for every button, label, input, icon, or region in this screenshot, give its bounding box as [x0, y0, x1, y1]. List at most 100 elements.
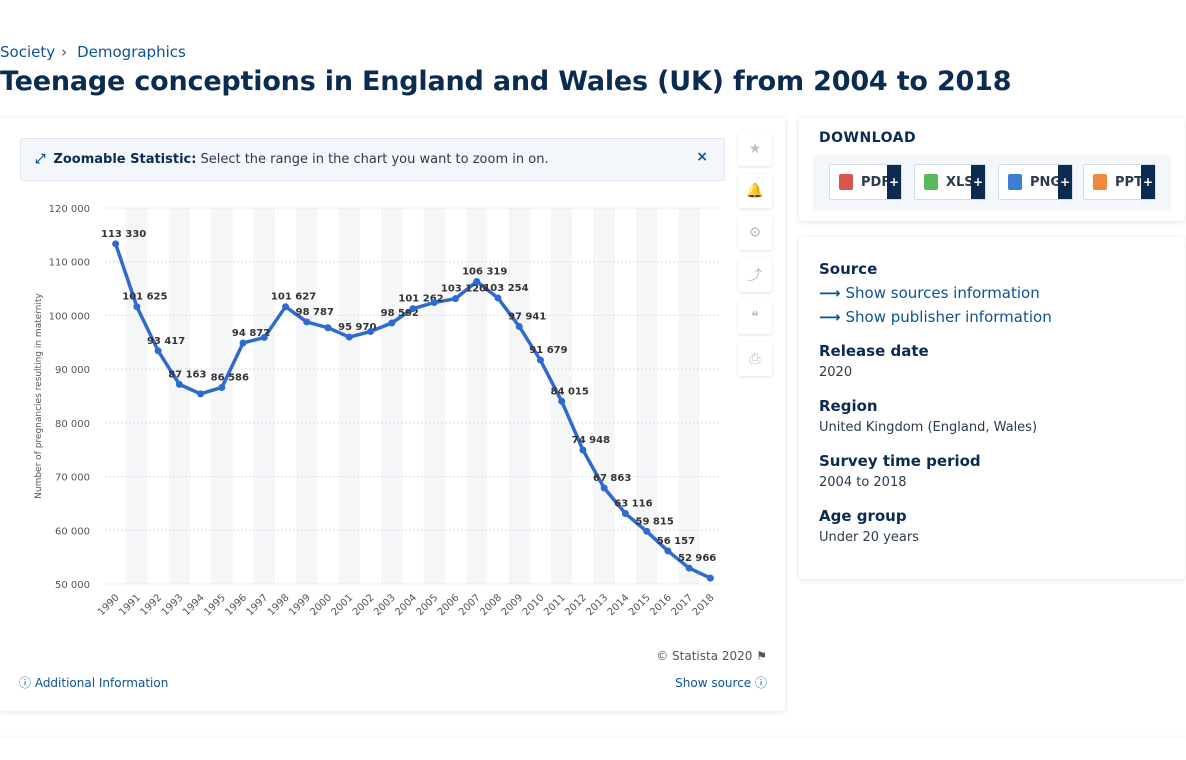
data-point [515, 322, 523, 330]
page-title: Teenage conceptions in England and Wales… [0, 66, 1012, 97]
data-label: 106 319 [462, 266, 507, 277]
x-tick-label: 1992 [138, 592, 164, 618]
print-icon[interactable]: ⎙ [738, 342, 772, 376]
data-point [154, 347, 162, 355]
breadcrumb-society[interactable]: Society [0, 43, 56, 61]
x-tick-label: 2005 [415, 592, 441, 618]
x-tick-label: 2000 [308, 592, 334, 618]
data-point [409, 305, 417, 313]
data-label: 94 872 [232, 328, 270, 339]
column-band [211, 208, 233, 584]
chart-card: ⤢ Zoomable Statistic: Select the range i… [0, 118, 785, 711]
breadcrumb: Society › Demographics [0, 43, 186, 61]
data-point [388, 319, 396, 327]
data-point [175, 380, 183, 388]
age-group-label: Age group [819, 507, 907, 525]
data-label: 63 116 [614, 499, 652, 510]
plus-icon[interactable]: + [1058, 165, 1072, 199]
data-label: 93 417 [147, 336, 185, 347]
data-label: 103 120 [441, 284, 486, 295]
x-tick-label: 2003 [372, 592, 398, 618]
x-tick-label: 1990 [96, 592, 122, 618]
data-point [218, 383, 226, 391]
y-tick-label: 70 000 [55, 473, 90, 484]
x-tick-label: 1998 [266, 592, 292, 618]
data-point [536, 356, 544, 364]
x-tick-label: 1999 [287, 592, 313, 618]
arrow-right-icon: ⟶ [819, 284, 841, 302]
plus-icon[interactable]: + [887, 165, 901, 199]
data-point [451, 295, 459, 303]
data-label: 101 262 [398, 294, 443, 305]
download-xls-button[interactable]: XLS + [914, 164, 986, 200]
survey-period-value: 2004 to 2018 [819, 475, 907, 490]
column-band [551, 208, 573, 584]
x-tick-label: 2014 [606, 592, 632, 618]
x-tick-label: 2016 [648, 592, 674, 618]
expand-icon: ⤢ [35, 152, 46, 167]
data-label: 52 966 [678, 553, 716, 564]
data-label: 95 970 [338, 322, 376, 333]
data-label: 98 787 [296, 307, 334, 318]
show-sources-label: Show sources information [845, 284, 1040, 302]
show-source-link[interactable]: Show source ⓘ [675, 676, 767, 690]
ppt-file-icon [1093, 174, 1107, 190]
data-label: 59 815 [636, 516, 674, 527]
data-label: 91 679 [529, 345, 567, 356]
bottom-strip [0, 738, 1186, 760]
show-sources-link[interactable]: ⟶ Show sources information [819, 284, 1040, 302]
data-point [260, 333, 268, 341]
data-label: 86 586 [211, 372, 249, 383]
statistic-details-card: Source ⟶ Show sources information ⟶ Show p… [799, 237, 1185, 579]
x-tick-label: 2004 [393, 592, 419, 618]
pdf-file-icon [839, 174, 853, 190]
column-band [253, 208, 275, 584]
close-icon[interactable]: × [696, 149, 708, 165]
data-point [558, 397, 566, 405]
x-tick-label: 2011 [542, 592, 568, 618]
line-chart[interactable]: 50 000 60 000 70 000 80 000 90 000 100 000 110… [0, 188, 740, 648]
region-value: United Kingdom (England, Wales) [819, 420, 1038, 435]
x-tick-label: 1995 [202, 592, 228, 618]
source-label: Source [819, 260, 878, 278]
download-png-button[interactable]: PNG + [998, 164, 1073, 200]
y-tick-label: 110 000 [49, 258, 90, 269]
data-label: 84 015 [551, 386, 589, 397]
share-icon[interactable]: ⤴ [738, 258, 772, 292]
x-tick-label: 2001 [330, 592, 356, 618]
data-label: 103 254 [483, 283, 528, 294]
column-band [678, 208, 700, 584]
plus-icon[interactable]: + [971, 165, 985, 199]
download-pdf-button[interactable]: PDF + [829, 164, 902, 200]
column-band [508, 208, 530, 584]
download-ppt-button[interactable]: PPT + [1083, 164, 1156, 200]
data-point [282, 303, 290, 311]
x-tick-label: 1991 [117, 592, 143, 618]
plus-icon[interactable]: + [1141, 165, 1155, 199]
data-point [643, 527, 651, 535]
data-label: 113 330 [101, 229, 146, 240]
data-label: 74 948 [572, 435, 610, 446]
additional-information-link[interactable]: ⓘ Additional Information [19, 676, 169, 690]
star-icon[interactable]: ★ [738, 132, 772, 166]
download-png-label: PNG [1030, 174, 1062, 190]
data-point [430, 299, 438, 307]
copyright: © Statista 2020 ⚑ [656, 649, 767, 663]
column-band [296, 208, 318, 584]
gear-icon[interactable]: ⚙ [738, 216, 772, 250]
release-date-label: Release date [819, 342, 929, 360]
x-tick-label: 1997 [245, 592, 271, 618]
x-tick-label: 1994 [181, 592, 207, 618]
data-label: 101 627 [271, 292, 316, 303]
chart-toolbar: ★ 🔔 ⚙ ⤴ ❝ ⎙ [738, 132, 772, 384]
breadcrumb-demographics[interactable]: Demographics [77, 43, 186, 61]
y-tick-label: 90 000 [55, 365, 90, 376]
release-date-value: 2020 [819, 365, 853, 380]
zoom-banner: ⤢ Zoomable Statistic: Select the range i… [20, 138, 725, 181]
show-publisher-link[interactable]: ⟶ Show publisher information [819, 308, 1052, 326]
download-ppt-label: PPT [1115, 174, 1143, 190]
data-point [600, 484, 608, 492]
quote-icon[interactable]: ❝ [738, 300, 772, 334]
bell-icon[interactable]: 🔔 [738, 174, 772, 208]
data-point [494, 294, 502, 302]
